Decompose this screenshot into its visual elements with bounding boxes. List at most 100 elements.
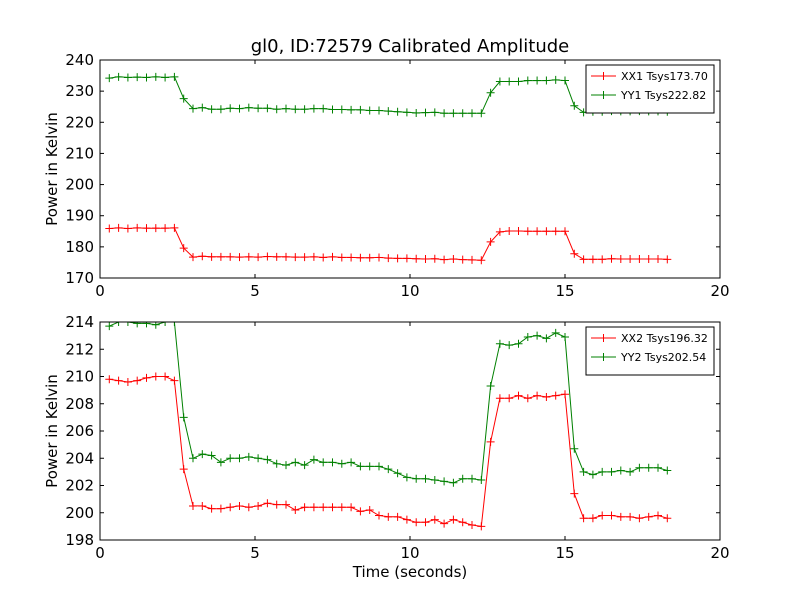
y-tick-label: 180 [65, 238, 94, 256]
data-point-marker [626, 512, 635, 521]
data-point-marker [291, 105, 300, 114]
data-point-marker [468, 255, 476, 264]
data-point-marker [505, 341, 514, 350]
data-point-marker [561, 227, 569, 236]
data-point-marker [161, 372, 170, 381]
data-point-marker [235, 501, 244, 510]
data-point-marker [393, 469, 402, 478]
data-point-marker [579, 255, 588, 264]
data-point-marker [402, 515, 411, 524]
data-point-marker [663, 255, 672, 264]
data-point-marker [133, 73, 142, 82]
data-point-marker [123, 73, 132, 82]
data-point-marker [347, 105, 356, 114]
data-point-marker [226, 503, 235, 512]
data-point-marker [300, 105, 309, 114]
data-point-marker [244, 452, 253, 461]
y-tick-label: 202 [65, 477, 94, 495]
y-tick-label: 200 [65, 504, 94, 522]
data-point-marker [468, 521, 476, 530]
data-point-marker [291, 458, 300, 467]
data-point-marker [523, 227, 532, 236]
data-point-marker [514, 339, 523, 348]
legend-marker [599, 72, 608, 80]
data-point-marker [244, 503, 253, 512]
data-point-marker [319, 253, 328, 262]
data-point-marker [393, 107, 402, 116]
data-point-marker [291, 506, 300, 515]
data-point-marker [644, 512, 653, 521]
data-point-marker [151, 224, 160, 233]
y-tick-label: 220 [65, 113, 94, 131]
data-point-marker [430, 108, 439, 117]
data-point-marker [151, 372, 160, 381]
data-point-marker [486, 382, 495, 391]
legend-label: YY1 Tsys222.82 [620, 89, 706, 102]
data-point-marker [626, 467, 635, 476]
data-point-marker [570, 249, 579, 258]
data-point-marker [393, 254, 402, 263]
data-point-marker [551, 227, 560, 236]
data-point-marker [579, 514, 588, 523]
data-point-marker [161, 224, 170, 233]
data-point-marker [644, 463, 653, 472]
data-point-marker [105, 375, 114, 384]
series-1-1 [105, 322, 672, 487]
data-point-marker [514, 391, 523, 400]
y-axis-label: Power in Kelvin [43, 112, 61, 226]
data-point-marker [663, 466, 672, 475]
data-point-marker [458, 255, 467, 264]
data-point-marker [654, 463, 662, 472]
data-point-marker [523, 394, 532, 403]
data-point-marker [170, 376, 179, 385]
data-point-marker [375, 253, 383, 262]
data-point-marker [542, 334, 551, 343]
data-point-marker [421, 108, 430, 117]
data-point-marker [635, 514, 644, 523]
y-tick-label: 206 [65, 422, 94, 440]
data-point-marker [412, 518, 421, 527]
data-point-marker [254, 501, 263, 510]
data-point-marker [440, 109, 449, 118]
y-tick-label: 212 [65, 340, 94, 358]
data-point-marker [598, 255, 607, 264]
x-tick-label: 5 [250, 544, 260, 562]
data-point-marker [133, 223, 142, 232]
y-axis-label: Power in Kelvin [43, 374, 61, 488]
data-point-marker [189, 104, 197, 113]
data-point-marker [235, 104, 244, 113]
data-point-marker [114, 72, 123, 81]
data-point-marker [570, 489, 579, 498]
data-point-marker [561, 332, 569, 341]
top-panel: 0 5 10 15 20 170 180 190 200 210 220 230 240 Power in… [43, 51, 730, 300]
data-point-marker [635, 463, 644, 472]
y-tick-label: 214 [65, 313, 94, 331]
data-point-marker [337, 105, 346, 114]
chart-title: gl0, ID:72579 Calibrated Amplitude [251, 36, 570, 57]
data-point-marker [440, 255, 449, 264]
data-point-marker [356, 105, 365, 114]
data-point-marker [523, 76, 532, 85]
data-point-marker [588, 470, 597, 479]
data-point-marker [226, 454, 235, 463]
data-point-marker [412, 254, 421, 263]
data-point-marker [607, 511, 616, 520]
data-point-marker [105, 224, 114, 233]
data-point-marker [216, 105, 225, 114]
data-point-marker [356, 462, 365, 471]
data-point-marker [142, 73, 151, 82]
data-point-marker [328, 252, 337, 261]
data-point-marker [254, 253, 263, 262]
data-point-marker [207, 105, 216, 114]
data-point-marker [449, 109, 458, 118]
data-point-marker [356, 253, 365, 262]
data-point-marker [198, 450, 207, 459]
data-point-marker [263, 252, 272, 261]
data-point-marker [588, 255, 597, 264]
data-point-marker [533, 227, 542, 236]
data-point-marker [347, 458, 356, 467]
data-point-marker [644, 255, 653, 264]
data-point-marker [300, 253, 309, 262]
data-point-marker [114, 223, 123, 232]
data-point-marker [430, 515, 439, 524]
